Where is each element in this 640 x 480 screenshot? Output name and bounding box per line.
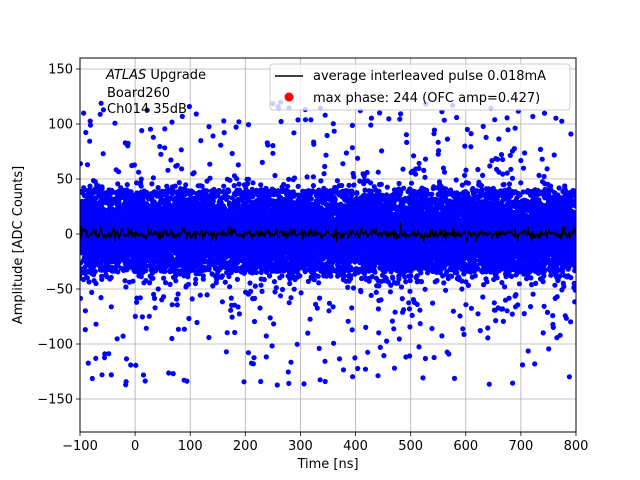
legend-dot-marker xyxy=(285,93,294,102)
y-tick-label: −150 xyxy=(37,393,73,408)
x-tick-label: 600 xyxy=(453,439,478,454)
x-tick-label: −100 xyxy=(62,439,98,454)
y-tick-label: 0 xyxy=(65,228,73,243)
legend-entry-max-phase: max phase: 244 (OFC amp=0.427) xyxy=(313,91,540,106)
y-tick-label: 50 xyxy=(56,173,73,188)
y-tick-label: 150 xyxy=(48,63,73,78)
legend-entry-average: average interleaved pulse 0.018mA xyxy=(313,69,546,84)
x-tick-label: 0 xyxy=(131,439,139,454)
annotation-block: ATLAS Upgrade Board260 Ch014 35dB xyxy=(105,68,206,117)
y-axis-ticks: −150 −100 −50 0 50 100 150 xyxy=(37,63,80,408)
annotation-board: Board260 xyxy=(107,86,170,101)
x-axis-label: Time [ns] xyxy=(296,457,358,472)
x-tick-label: 800 xyxy=(564,439,589,454)
y-tick-label: 100 xyxy=(48,118,73,133)
x-tick-label: 400 xyxy=(343,439,368,454)
x-tick-label: 200 xyxy=(233,439,258,454)
y-axis-label: Amplitude [ADC Counts] xyxy=(11,166,26,324)
x-tick-label: 100 xyxy=(178,439,203,454)
annotation-channel: Ch014 35dB xyxy=(107,102,187,117)
x-axis-ticks: −100 0 100 200 300 400 500 600 700 800 xyxy=(62,432,588,454)
x-tick-label: 500 xyxy=(398,439,423,454)
y-tick-label: −50 xyxy=(46,283,73,298)
legend: average interleaved pulse 0.018mA max ph… xyxy=(270,64,570,110)
y-tick-label: −100 xyxy=(37,338,73,353)
x-tick-label: 700 xyxy=(508,439,533,454)
x-tick-label: 300 xyxy=(288,439,313,454)
annotation-atlas-line: ATLAS Upgrade xyxy=(105,68,206,83)
